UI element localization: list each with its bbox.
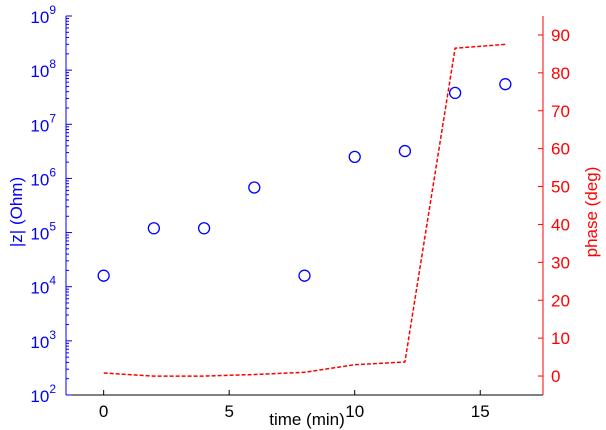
right-y-axis-label: phase (deg) (582, 167, 601, 258)
left-y-tick-label: 108 (30, 57, 56, 81)
impedance-series (97, 78, 512, 282)
left-y-tick-label: 103 (30, 328, 56, 352)
impedance-point (448, 86, 462, 100)
impedance-point (248, 181, 261, 194)
right-y-tick-label: 60 (551, 140, 570, 159)
left-y-axis-label: |z| (Ohm) (7, 177, 26, 247)
x-tick-label: 10 (345, 402, 364, 421)
impedance-point (147, 222, 161, 235)
x-axis-label: time (min) (269, 410, 345, 429)
right-y-tick-label: 30 (551, 253, 570, 272)
impedance-point (499, 78, 512, 91)
left-y-tick-label: 107 (30, 111, 56, 135)
x-tick-label: 5 (224, 402, 233, 421)
impedance-point (197, 222, 211, 235)
impedance-point (298, 269, 311, 282)
phase-series (103, 43, 506, 377)
left-y-tick-label: 109 (30, 3, 56, 27)
left-y-tick-label: 106 (30, 165, 56, 189)
left-y-tick-label: 102 (30, 382, 56, 406)
x-tick-label: 15 (471, 402, 490, 421)
impedance-point (97, 269, 110, 282)
left-y-tick-label: 105 (30, 220, 56, 244)
left-y-tick-label: 104 (30, 274, 56, 298)
left-y-axis-ticks: 102 103 104 105 106 107 108 109 (30, 3, 72, 406)
right-y-tick-label: 20 (551, 291, 570, 310)
right-y-tick-label: 0 (551, 367, 560, 386)
phase-line (103, 43, 506, 377)
x-tick-label: 0 (99, 402, 108, 421)
impedance-point (398, 144, 412, 158)
right-y-tick-label: 40 (551, 215, 570, 234)
x-axis-ticks: 0 5 10 15 (99, 390, 490, 421)
right-y-axis-ticks: 0 10 20 30 40 50 60 70 80 90 (538, 26, 570, 386)
right-y-tick-label: 90 (551, 26, 570, 45)
right-y-tick-label: 70 (551, 102, 570, 121)
right-y-tick-label: 10 (551, 329, 570, 348)
right-y-tick-label: 50 (551, 178, 570, 197)
plot-frame (65, 16, 544, 396)
right-y-tick-label: 80 (551, 64, 570, 83)
impedance-point (348, 150, 361, 164)
